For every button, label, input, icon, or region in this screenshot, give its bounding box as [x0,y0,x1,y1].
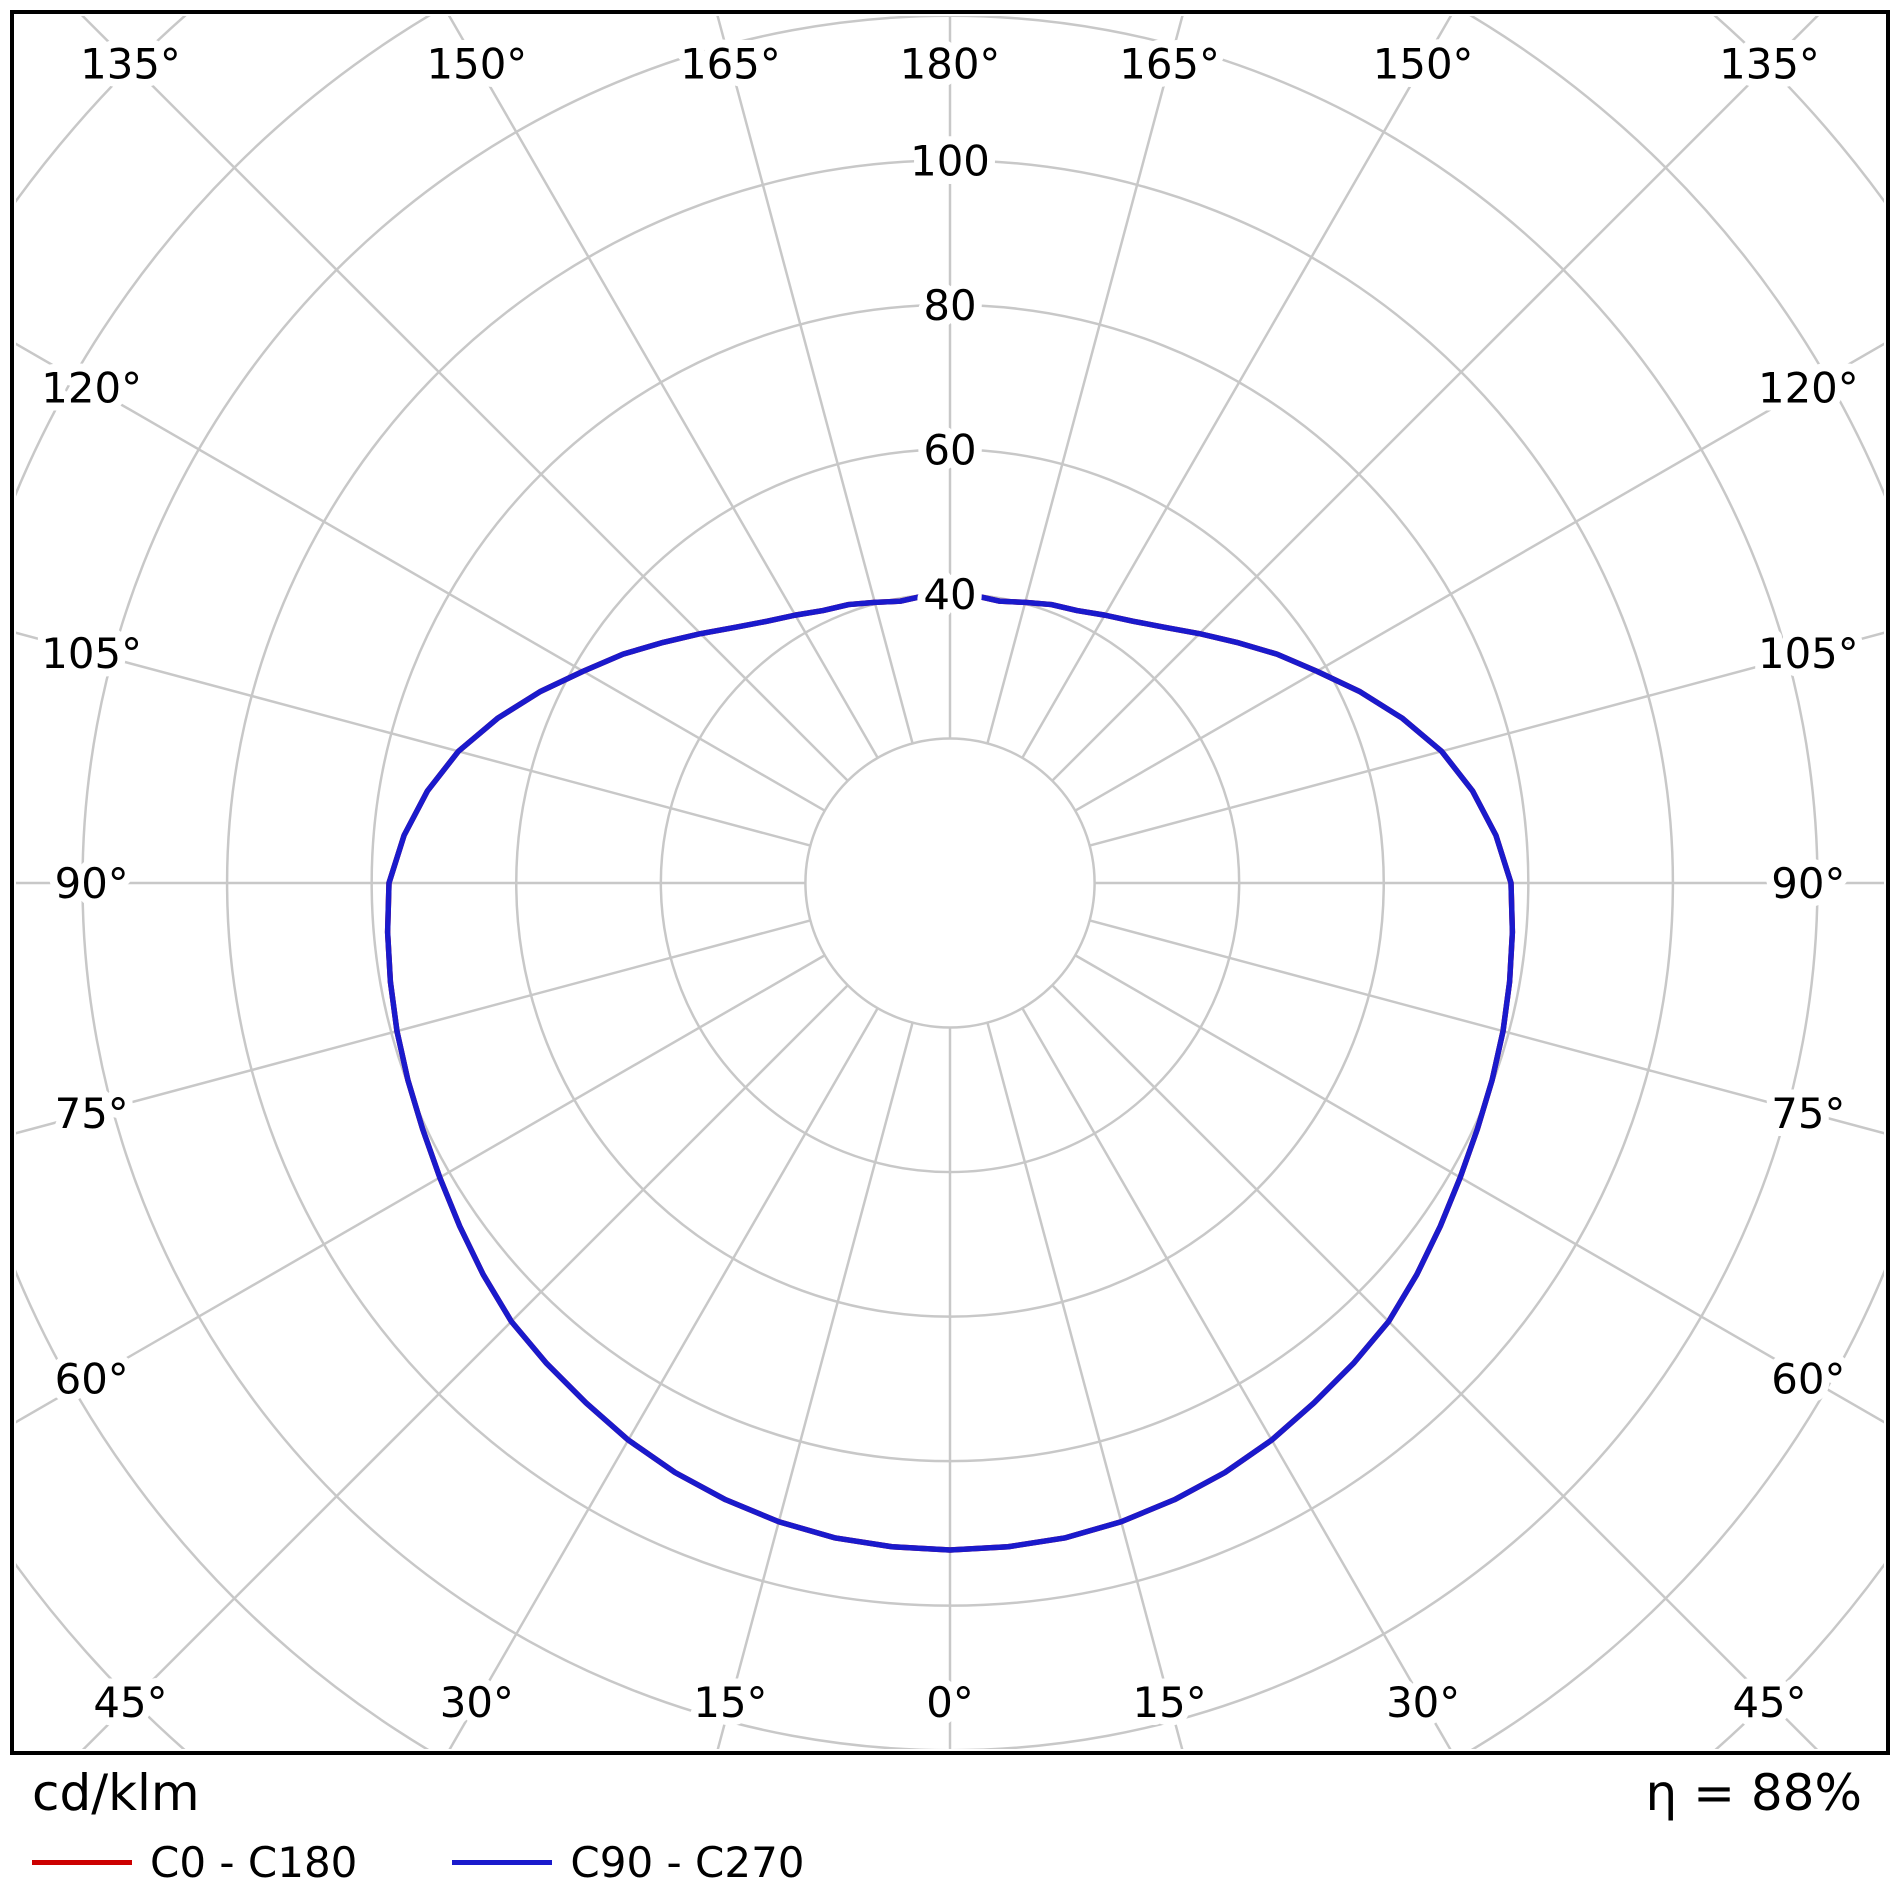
radial-tick-label: 40 [923,570,976,619]
angle-label: 60° [1771,1354,1845,1403]
angle-label: 45° [93,1678,167,1727]
angle-label: 180° [900,40,1001,89]
angle-label: 150° [1373,40,1474,89]
angle-label: 135° [1719,40,1820,89]
legend-label: C90 - C270 [570,1838,805,1887]
polar-grid [15,15,1885,1750]
radial-tick-label: 80 [923,281,976,330]
legend-item-c0-c180: C0 - C180 [32,1838,357,1887]
angle-label: 45° [1732,1678,1806,1727]
angle-label: 165° [1119,40,1220,89]
legend-item-c90-c270: C90 - C270 [452,1838,805,1887]
angle-label: 120° [1758,364,1859,413]
angle-label: 15° [1133,1678,1207,1727]
angle-label: 75° [55,1089,129,1138]
legend: C0 - C180 C90 - C270 [32,1838,805,1887]
angle-label: 30° [1386,1678,1460,1727]
angle-label: 60° [55,1354,129,1403]
efficiency-label: η = 88% [1645,1764,1862,1822]
blue-legend-line [452,1860,553,1865]
angle-label: 150° [427,40,528,89]
angle-label: 15° [693,1678,767,1727]
angle-label: 30° [440,1678,514,1727]
footer: cd/klm η = 88% C0 - C180 C90 - C270 [10,1762,1890,1900]
angle-label: 105° [1758,629,1859,678]
angle-label: 75° [1771,1089,1845,1138]
radial-tick-label: 60 [923,425,976,474]
polar-plot: 40 60 80 100 0° 15° 15° 30° 30° 45° 45° 60° 60° 75° 75… [15,15,1885,1750]
angle-label: 120° [41,364,142,413]
radial-tick-label: 100 [910,136,990,185]
angle-label: 0° [926,1678,974,1727]
angle-label: 90° [55,859,129,908]
red-legend-line [32,1860,132,1865]
unit-label: cd/klm [32,1764,200,1822]
curve-C90-C270 [384,592,1516,1553]
angle-label: 135° [80,40,181,89]
plot-frame: 40 60 80 100 0° 15° 15° 30° 30° 45° 45° 60° 60° 75° 75… [10,10,1890,1755]
angle-label: 90° [1771,859,1845,908]
plot-labels: 40 60 80 100 0° 15° 15° 30° 30° 45° 45° 60° 60° 75° 75… [33,32,1866,1735]
angle-label: 165° [680,40,781,89]
legend-label: C0 - C180 [150,1838,358,1887]
angle-label: 105° [41,629,142,678]
